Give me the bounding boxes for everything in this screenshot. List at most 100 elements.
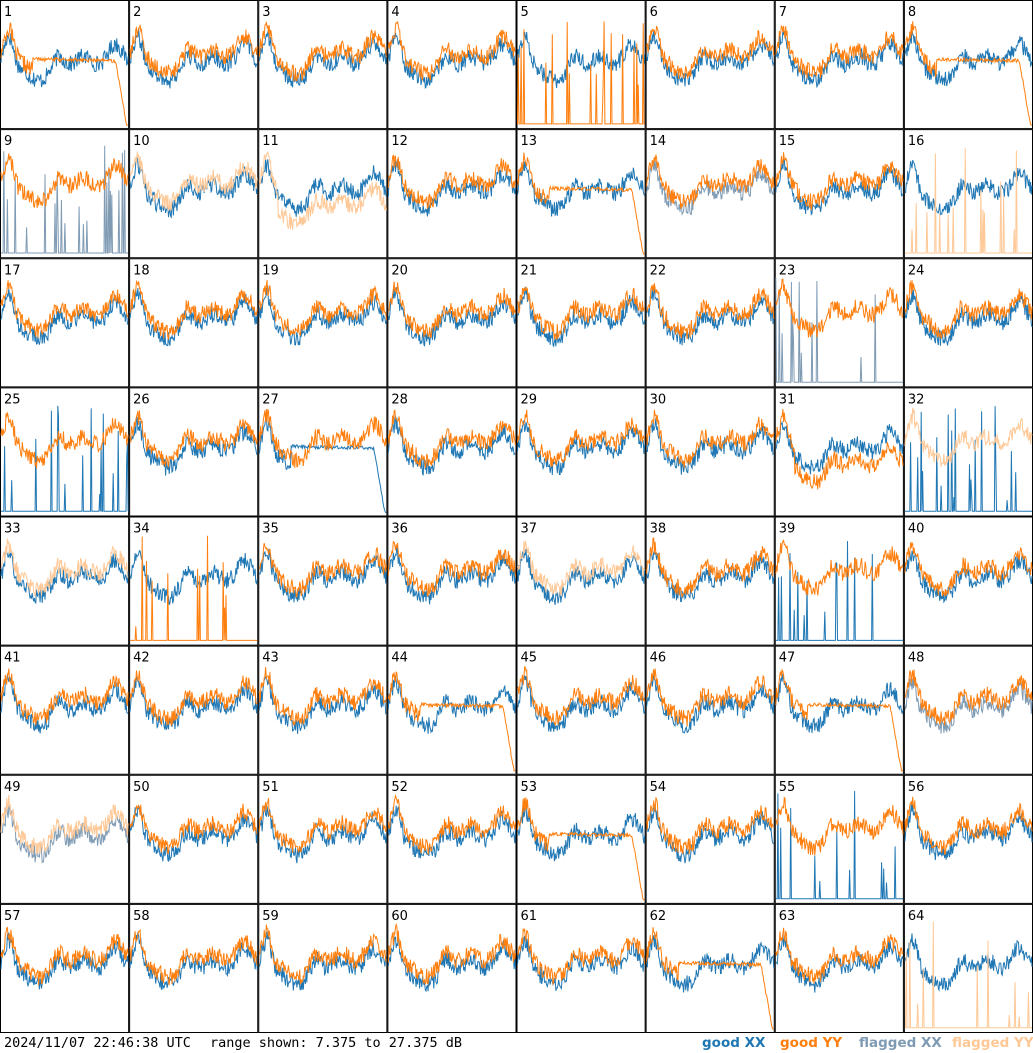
series-xx-line (0, 288, 129, 345)
panel-44: 44 (387, 645, 517, 775)
series-yy-line (646, 927, 774, 1030)
series-yy-line (904, 407, 1033, 467)
series-xx-line (517, 936, 646, 992)
panel-frame (258, 258, 388, 388)
panel-frame (258, 774, 388, 904)
panel-number-label: 1 (4, 5, 12, 20)
panel-19: 19 (258, 258, 388, 388)
panel-frame (387, 516, 517, 646)
panel-number-label: 57 (4, 909, 21, 924)
series-yy-line (517, 286, 645, 340)
series-yy-line (517, 666, 646, 727)
panel-8: 8 (903, 0, 1033, 130)
series-yy-line (387, 409, 516, 469)
panel-frame (387, 258, 517, 388)
series-yy-line (0, 794, 129, 855)
legend-flagged-yy: flagged YY (952, 1035, 1033, 1051)
panel-number-label: 42 (133, 651, 150, 666)
panel-number-label: 30 (650, 392, 667, 407)
panel-frame (774, 774, 904, 904)
panel-number-label: 54 (650, 780, 667, 795)
series-xx-line (1, 145, 129, 254)
panel-number-label: 39 (779, 522, 796, 537)
series-yy-line (517, 21, 645, 125)
series-xx-line (775, 158, 903, 216)
series-yy-line (258, 280, 387, 336)
series-yy-line (517, 797, 645, 901)
series-yy-line (387, 281, 516, 339)
panel-number-label: 46 (650, 651, 667, 666)
panel-61: 61 (516, 903, 646, 1033)
series-xx-line (387, 674, 516, 734)
panel-21: 21 (516, 258, 646, 388)
panel-number-label: 47 (779, 651, 796, 666)
panel-frame (516, 0, 646, 130)
series-yy-line (904, 541, 1033, 597)
panel-frame (129, 903, 259, 1033)
panel-frame (774, 258, 904, 388)
series-yy-line (387, 922, 516, 985)
panel-1: 1 (0, 0, 130, 130)
series-yy-line (258, 150, 387, 230)
legend-flagged-xx: flagged XX (859, 1035, 942, 1051)
panel-53: 53 (516, 774, 646, 904)
panel-frame (774, 387, 904, 517)
range-label: range shown: 7.375 to 27.375 dB (210, 1035, 462, 1051)
panel-frame (516, 645, 646, 775)
series-xx-line (775, 541, 903, 641)
series-xx-line (129, 550, 258, 605)
panel-56: 56 (903, 774, 1033, 904)
series-xx-line (904, 406, 1032, 512)
series-yy-line (0, 280, 129, 338)
series-xx-line (0, 549, 129, 605)
panel-58: 58 (129, 903, 259, 1033)
panel-number-label: 16 (908, 134, 925, 149)
series-yy-line (0, 22, 129, 126)
panel-3: 3 (258, 0, 388, 130)
panel-20: 20 (387, 258, 517, 388)
series-yy-line (904, 21, 1032, 126)
panel-frame (258, 0, 388, 130)
panel-number-label: 20 (391, 263, 408, 278)
panel-frame (0, 387, 130, 517)
series-yy-line (129, 410, 258, 468)
panel-frame (129, 774, 259, 904)
panel-number-label: 2 (133, 5, 141, 20)
series-xx-line (387, 805, 516, 859)
panel-frame (258, 387, 388, 517)
series-xx-line (904, 550, 1033, 604)
panel-6: 6 (645, 0, 775, 130)
panel-24: 24 (903, 258, 1033, 388)
panel-23: 23 (774, 258, 904, 388)
series-xx-line (258, 414, 387, 513)
panel-13: 13 (516, 129, 646, 259)
panel-frame (387, 774, 517, 904)
panel-frame (516, 516, 646, 646)
panel-number-label: 59 (262, 909, 279, 924)
panel-number-label: 38 (650, 522, 667, 537)
series-xx-line (904, 803, 1033, 861)
panel-number-label: 25 (4, 392, 21, 407)
panel-number-label: 23 (779, 263, 796, 278)
panel-64: 64 (903, 903, 1033, 1033)
series-xx-line (775, 420, 904, 475)
panel-frame (0, 516, 130, 646)
series-xx-line (904, 933, 1033, 992)
series-yy-line (775, 278, 904, 338)
series-yy-line (646, 25, 775, 80)
series-yy-line (904, 280, 1033, 339)
panel-number-label: 35 (262, 522, 279, 537)
panel-7: 7 (774, 0, 904, 130)
series-yy-line (904, 921, 1032, 1029)
panel-frame (129, 645, 259, 775)
panel-frame (774, 903, 904, 1033)
series-yy-line (517, 409, 645, 467)
series-yy-line (904, 796, 1033, 856)
panel-frame (774, 516, 904, 646)
panel-frame (0, 774, 130, 904)
panel-frame (645, 516, 775, 646)
panel-2: 2 (129, 0, 259, 130)
panel-number-label: 31 (779, 392, 796, 407)
panel-frame (258, 645, 388, 775)
